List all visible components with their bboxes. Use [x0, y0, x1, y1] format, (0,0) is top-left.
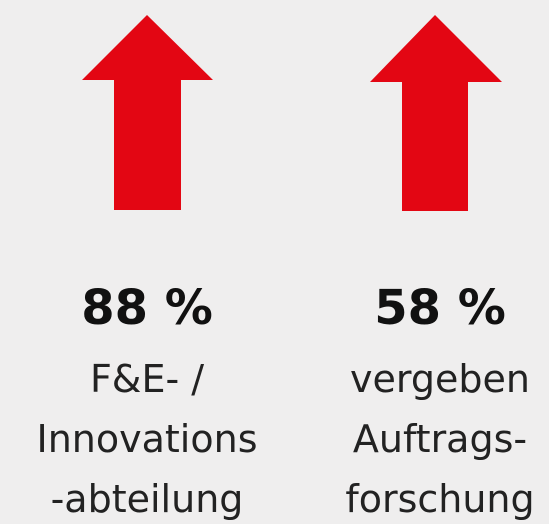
label-line: -abteilung [51, 477, 244, 521]
percentage: 88 % [81, 280, 213, 336]
arrow-up [370, 15, 502, 211]
percentage: 58 % [374, 280, 506, 336]
label-line: vergeben [350, 357, 530, 401]
label-line: forschung [345, 477, 534, 521]
label-line: F&E- / [90, 357, 204, 401]
arrow-up [82, 15, 213, 210]
label-line: Innovations [37, 417, 258, 461]
label-line: Auftrags- [353, 417, 527, 461]
